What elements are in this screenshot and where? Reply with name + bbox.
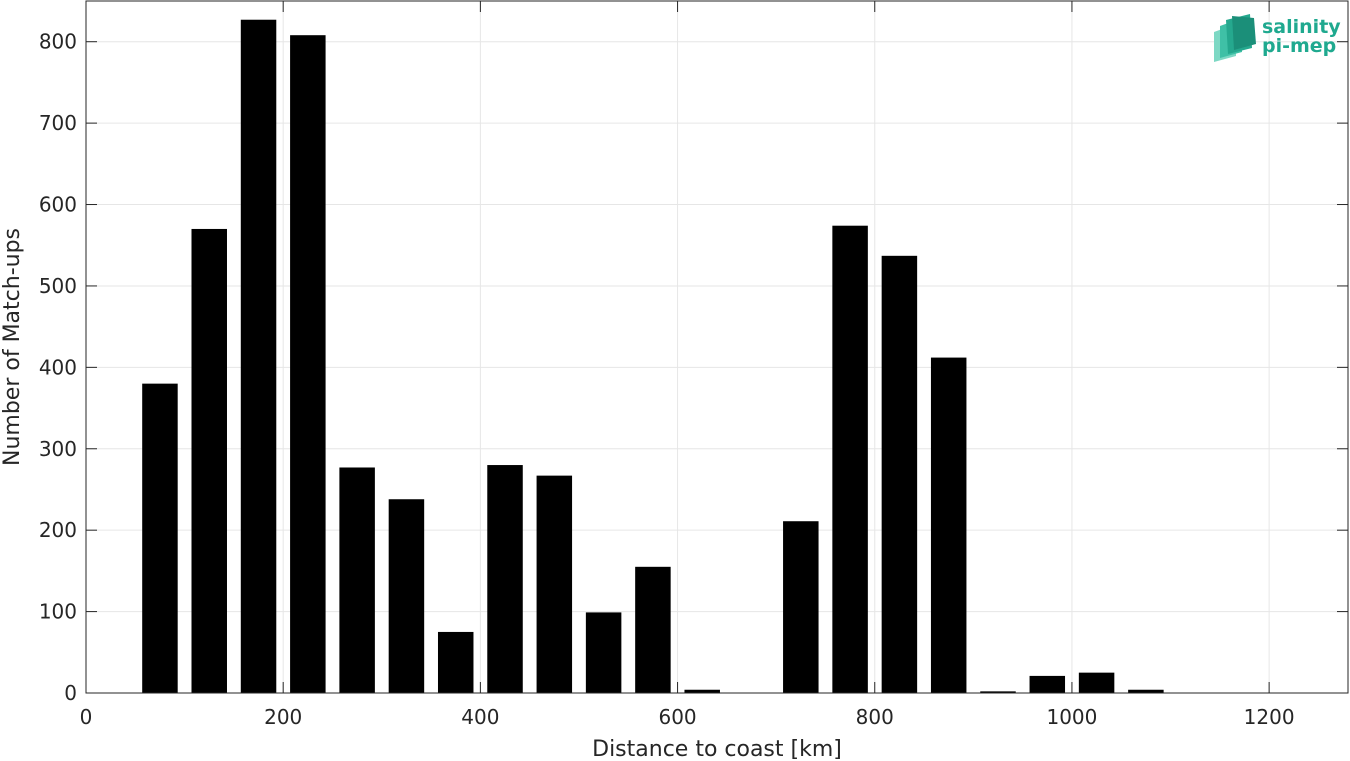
bar: [487, 465, 523, 693]
bar: [1029, 675, 1066, 693]
logo-text-pi-mep: pi-mep: [1262, 35, 1336, 57]
x-tick-label: 400: [461, 705, 499, 729]
bar: [339, 467, 375, 693]
bar: [585, 612, 622, 693]
y-tick-label: 500: [39, 274, 77, 298]
bar: [191, 228, 227, 693]
y-axis-label: Number of Match-ups: [0, 228, 25, 466]
bar: [635, 566, 671, 693]
y-tick-label: 300: [39, 437, 77, 461]
logo-text-salinity: salinity: [1262, 16, 1341, 38]
salinity-pi-mep-logo: salinity pi-mep: [1214, 14, 1341, 62]
bar: [783, 521, 819, 693]
bar: [980, 691, 1016, 693]
x-tick-label: 200: [264, 705, 302, 729]
y-tick-label: 600: [39, 193, 77, 217]
x-tick-label: 600: [658, 705, 696, 729]
plot-frame: [85, 0, 1349, 694]
x-tick-label: 1200: [1244, 705, 1295, 729]
x-axis-ticks: 0 200 400 600 800 1000 1200: [80, 1, 1295, 729]
y-tick-label: 800: [39, 30, 77, 54]
logo-icon: [1214, 14, 1256, 62]
bar: [142, 383, 178, 693]
bar: [832, 225, 868, 693]
x-tick-label: 1000: [1046, 705, 1097, 729]
bar: [1128, 689, 1164, 693]
bar: [881, 255, 918, 693]
bar: [536, 475, 573, 693]
x-tick-label: 0: [80, 705, 93, 729]
bars: [142, 19, 1164, 694]
x-axis-label: Distance to coast [km]: [592, 737, 842, 761]
bar: [437, 631, 474, 693]
bar: [1078, 672, 1115, 693]
y-tick-label: 100: [39, 600, 77, 624]
x-tick-label: 800: [856, 705, 894, 729]
axes: [85, 0, 1349, 694]
y-tick-label: 700: [39, 111, 77, 135]
y-axis-ticks: 0 100 200 300 400 500 600 700 800: [39, 30, 1348, 705]
bar: [930, 357, 967, 693]
y-tick-label: 0: [64, 681, 77, 705]
bar: [290, 35, 326, 694]
y-tick-label: 400: [39, 355, 77, 379]
y-tick-label: 200: [39, 518, 77, 542]
bar: [388, 499, 425, 693]
bar: [684, 689, 720, 693]
bar: [240, 19, 277, 693]
